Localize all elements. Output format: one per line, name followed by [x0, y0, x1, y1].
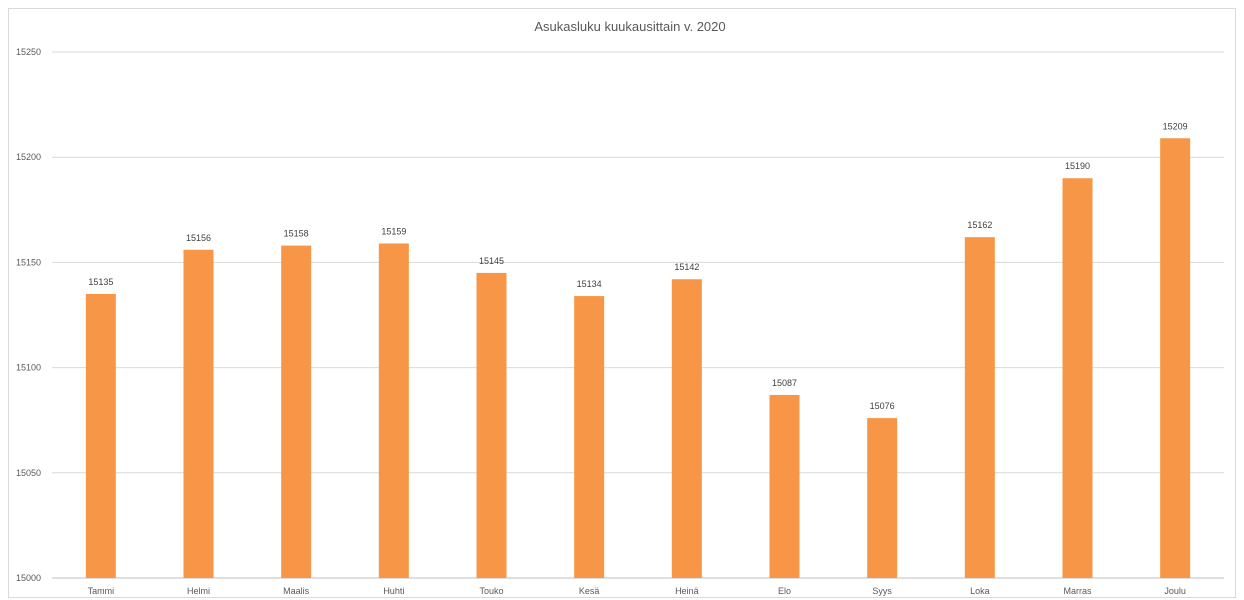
- data-label: 15087: [772, 378, 797, 388]
- bar: [769, 394, 800, 578]
- chart-title: Asukasluku kuukausittain v. 2020: [534, 19, 725, 34]
- bar: [867, 418, 898, 578]
- x-tick-label: Touko: [479, 586, 503, 596]
- bar: [574, 296, 605, 578]
- x-tick-label: Maalis: [283, 586, 310, 596]
- y-axis-ticks: 15000 15050 15100 15150 15200 15250: [16, 47, 41, 583]
- y-tick-label: 15150: [16, 257, 41, 267]
- x-tick-label: Tammi: [88, 586, 115, 596]
- data-label: 15158: [284, 229, 309, 239]
- bar: [183, 249, 214, 578]
- x-tick-label: Helmi: [187, 586, 210, 596]
- data-label: 15145: [479, 256, 504, 266]
- data-labels: 15135 15156 15158 15159 15145 15134 15142 15087…: [88, 121, 1187, 411]
- data-label: 15209: [1163, 121, 1188, 131]
- data-label: 15159: [381, 226, 406, 236]
- bar: [281, 245, 312, 578]
- x-tick-label: Huhti: [383, 586, 404, 596]
- bar: [476, 272, 507, 578]
- x-tick-label: Kesä: [579, 586, 600, 596]
- y-tick-label: 15050: [16, 468, 41, 478]
- bars: [85, 138, 1191, 579]
- x-axis-ticks: Tammi Helmi Maalis Huhti Touko Kesä Heinä Elo Sy…: [88, 586, 1186, 596]
- data-label: 15162: [967, 220, 992, 230]
- y-tick-label: 15100: [16, 363, 41, 373]
- y-tick-label: 15250: [16, 47, 41, 57]
- data-label: 15190: [1065, 161, 1090, 171]
- x-tick-label: Syys: [872, 586, 892, 596]
- bar: [85, 293, 116, 578]
- data-label: 15135: [88, 277, 113, 287]
- x-tick-label: Joulu: [1164, 586, 1186, 596]
- y-tick-label: 15200: [16, 152, 41, 162]
- bar: [671, 279, 702, 578]
- x-tick-label: Marras: [1063, 586, 1092, 596]
- bar: [378, 243, 409, 579]
- x-tick-label: Heinä: [675, 586, 699, 596]
- x-tick-label: Loka: [970, 586, 990, 596]
- data-label: 15134: [577, 279, 602, 289]
- bar: [1160, 138, 1191, 578]
- data-label: 15156: [186, 233, 211, 243]
- gridlines: [52, 51, 1224, 579]
- bar: [964, 237, 995, 579]
- y-tick-label: 15000: [16, 573, 41, 583]
- x-tick-label: Elo: [778, 586, 791, 596]
- bar: [1062, 178, 1093, 579]
- data-label: 15142: [674, 262, 699, 272]
- data-label: 15076: [870, 401, 895, 411]
